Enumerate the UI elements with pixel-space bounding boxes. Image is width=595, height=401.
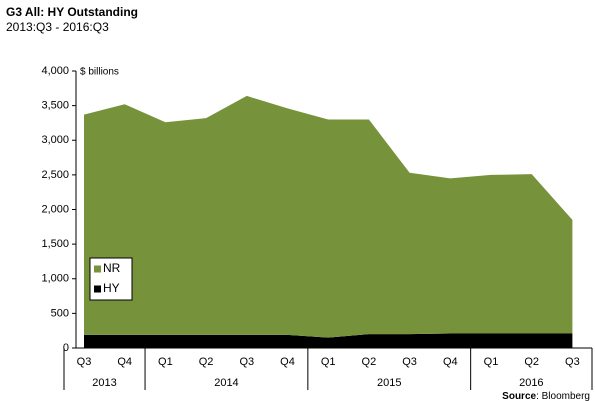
y-tick-label: 3,000 [41, 134, 69, 146]
x-tick-label: Q3 [565, 356, 580, 368]
x-tick-label: Q1 [158, 356, 173, 368]
chart-subtitle: 2013:Q3 - 2016:Q3 [6, 20, 109, 34]
source-prefix: Source [502, 391, 536, 401]
area [84, 333, 573, 348]
chart-title: G3 All: HY Outstanding [6, 5, 138, 19]
x-tick-label: Q3 [402, 356, 417, 368]
x-tick-label: Q2 [362, 356, 377, 368]
legend-box [89, 257, 133, 301]
area [84, 95, 573, 338]
y-tick-label: 2,500 [41, 169, 69, 181]
y-tick-label: 2,000 [41, 203, 69, 215]
y-tick-label: 0 [63, 342, 69, 354]
source: Source: Bloomberg [502, 391, 590, 401]
x-tick-label: Q4 [443, 356, 458, 368]
x-tick-label: Q3 [239, 356, 254, 368]
legend-swatch [94, 265, 101, 273]
x-tick-label: Q1 [484, 356, 499, 368]
legend-label: HY [103, 281, 120, 295]
y-tick-label: 1,500 [41, 238, 69, 250]
x-tick-label: Q3 [77, 356, 92, 368]
unit-label: $ billions [80, 67, 119, 78]
x-group-label: 2013 [92, 377, 116, 389]
x-tick-label: Q4 [117, 356, 132, 368]
y-tick-label: 4,000 [41, 65, 69, 77]
legend-label: NR [103, 261, 121, 275]
y-tick-label: 500 [51, 307, 69, 319]
y-tick-label: 3,500 [41, 100, 69, 112]
x-tick-label: Q1 [321, 356, 336, 368]
x-group-label: 2015 [377, 377, 401, 389]
x-tick-label: Q2 [199, 356, 214, 368]
x-tick-label: Q2 [524, 356, 539, 368]
x-group-label: 2014 [214, 377, 238, 389]
x-group-label: 2016 [519, 377, 543, 389]
source-name: : Bloomberg [536, 391, 590, 401]
y-tick-label: 1,000 [41, 273, 69, 285]
x-tick-label: Q4 [280, 356, 295, 368]
legend-swatch [94, 285, 101, 293]
